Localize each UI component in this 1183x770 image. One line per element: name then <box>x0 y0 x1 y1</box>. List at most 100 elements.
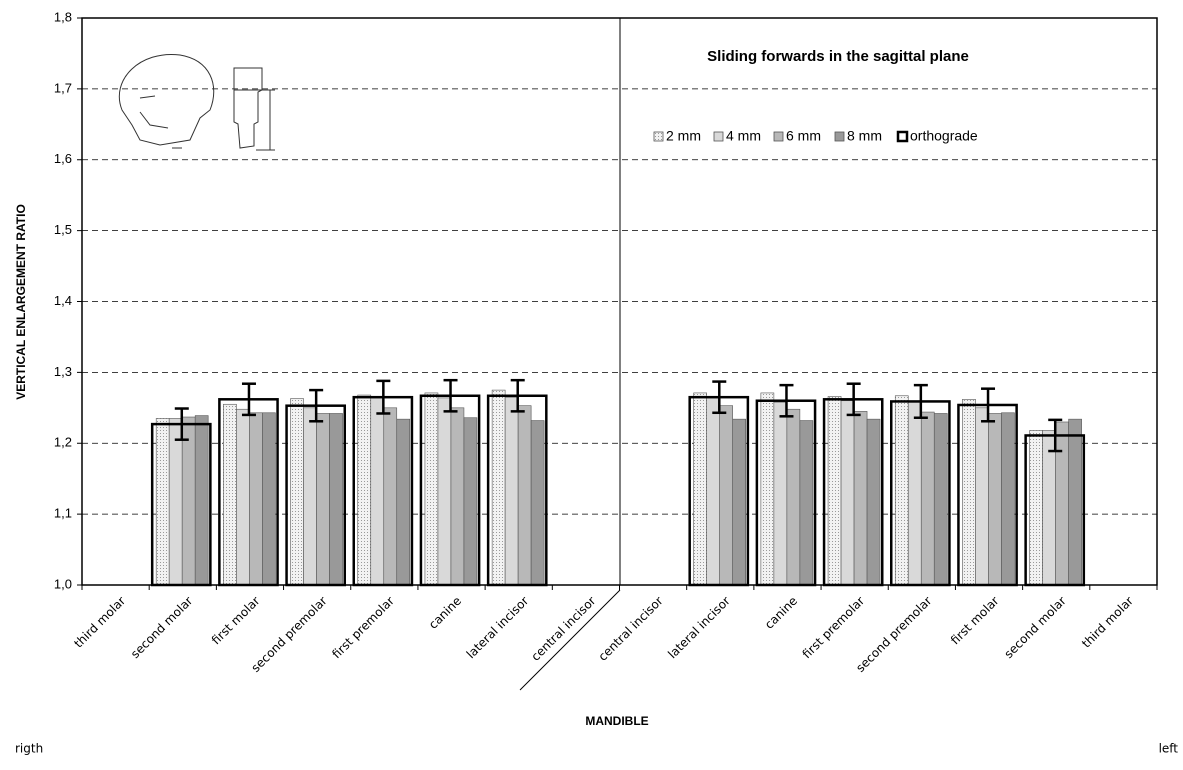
legend-label: 2 mm <box>666 128 701 144</box>
x-tick-label: second molar <box>128 594 195 661</box>
legend-swatch <box>834 131 845 142</box>
bar <box>463 417 478 586</box>
bar <box>329 413 343 586</box>
y-tick-label: 1,4 <box>54 293 72 308</box>
bar <box>370 396 385 586</box>
x-axis-title: MANDIBLE <box>585 714 648 728</box>
legend-swatch <box>653 131 664 142</box>
bar <box>290 398 304 586</box>
legend-swatch <box>896 130 909 143</box>
y-tick-label: 1,6 <box>54 151 72 166</box>
y-tick-label: 1,0 <box>54 576 72 591</box>
legend-label: 6 mm <box>786 128 821 144</box>
side-label: rigth <box>15 742 43 756</box>
bar <box>396 418 411 586</box>
bar <box>1001 412 1015 586</box>
bar <box>450 407 465 586</box>
error-bar <box>712 380 727 415</box>
legend-swatch <box>713 131 724 142</box>
x-tick-label: first premolar <box>329 594 397 662</box>
bar <box>988 413 1002 586</box>
x-tick-label: lateral incisor <box>464 594 532 662</box>
bar <box>155 418 170 586</box>
midline-diagonal <box>519 589 621 691</box>
x-tick-label: first premolar <box>800 594 868 662</box>
y-tick-label: 1,3 <box>54 364 72 379</box>
x-tick-label: central incisor <box>528 594 598 664</box>
bar <box>760 392 775 586</box>
side-label: left <box>1159 742 1179 756</box>
bar <box>517 405 532 586</box>
bar <box>1068 418 1082 586</box>
skull-icon <box>118 53 275 151</box>
bar <box>530 420 545 586</box>
bar <box>262 412 276 586</box>
bar <box>933 413 948 586</box>
bar <box>853 411 868 586</box>
error-bar <box>309 388 324 423</box>
error-bar <box>779 383 794 418</box>
error-bar <box>443 378 458 413</box>
y-tick-label: 1,5 <box>54 222 72 237</box>
bar <box>504 396 519 586</box>
legend-label: 8 mm <box>847 128 882 144</box>
bar <box>907 401 922 586</box>
bar <box>975 407 989 586</box>
bar <box>383 407 398 586</box>
error-bar <box>981 387 996 423</box>
bar <box>920 411 935 586</box>
bar <box>1029 430 1043 586</box>
x-tick-label: third molar <box>71 594 128 651</box>
bar <box>799 420 814 586</box>
bar <box>693 392 707 586</box>
x-tick-label: lateral incisor <box>665 594 733 662</box>
y-axis-title: VERTICAL ENLARGEMENT RATIO <box>14 204 28 400</box>
error-bar <box>846 382 861 417</box>
bar <box>719 405 733 586</box>
bar <box>194 415 209 586</box>
bar <box>181 416 196 586</box>
bar <box>424 392 439 586</box>
bar <box>491 389 506 586</box>
bar <box>962 399 976 586</box>
bar <box>706 396 720 586</box>
y-tick-label: 1,8 <box>54 9 72 24</box>
error-bar <box>913 383 928 419</box>
legend-label: orthograde <box>910 128 978 144</box>
legend-label: 4 mm <box>726 128 761 144</box>
bar <box>316 413 330 586</box>
legend: 2 mm 4 mm 6 mm 8 mm orthograde <box>653 128 978 144</box>
bar <box>732 418 746 586</box>
bar <box>827 396 842 586</box>
x-tick-label: third molar <box>1079 594 1136 651</box>
error-bar <box>510 378 525 413</box>
bar <box>1055 421 1069 586</box>
bar <box>223 403 237 586</box>
bar <box>236 408 250 586</box>
bar <box>249 412 263 586</box>
error-bar <box>241 382 256 417</box>
error-bar <box>174 407 189 441</box>
bar <box>303 407 317 586</box>
chart-title: Sliding forwards in the sagittal plane <box>707 48 969 65</box>
bar <box>773 401 788 586</box>
x-tick-label: canine <box>426 594 464 632</box>
y-tick-label: 1,1 <box>54 506 72 521</box>
bar <box>894 395 909 586</box>
x-tick-label: first molar <box>948 594 1002 648</box>
error-bar <box>376 379 391 415</box>
bars <box>150 378 1086 587</box>
x-tick-label: second molar <box>1001 594 1068 661</box>
x-tick-label: first molar <box>209 594 263 648</box>
bar <box>168 418 183 586</box>
error-bar <box>1048 418 1063 453</box>
x-tick-label: second premolar <box>853 594 934 675</box>
bar <box>786 408 801 586</box>
bar <box>357 394 372 586</box>
legend-swatch <box>773 131 784 142</box>
bar <box>866 418 881 586</box>
bar <box>1042 430 1056 586</box>
y-tick-label: 1,7 <box>54 80 72 95</box>
